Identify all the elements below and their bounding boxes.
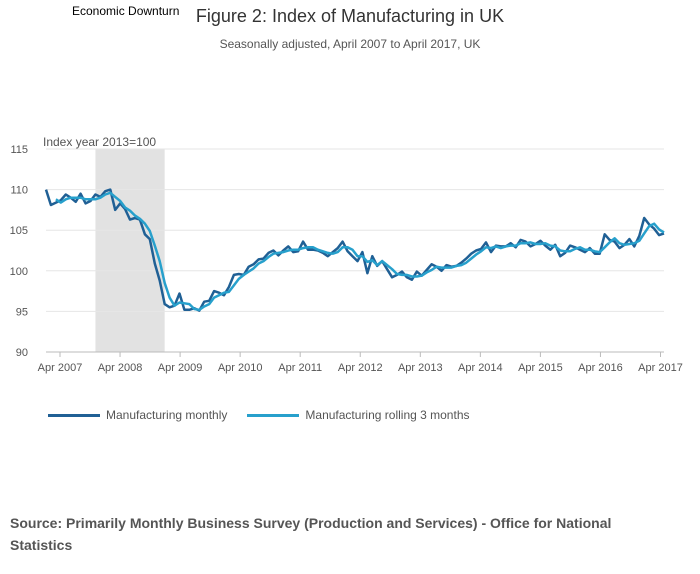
series-line-monthly	[44, 188, 665, 312]
x-tick-label-8: Apr 2015	[518, 362, 563, 374]
source-note: Source: Primarily Monthly Business Surve…	[10, 515, 612, 553]
line-chart: 90 95 100 105 110 115 Index year 2013=100 Apr 2…	[10, 135, 683, 374]
chart-subtitle: Seasonally adjusted, April 2007 to April…	[219, 37, 481, 51]
x-tick-label-2: Apr 2009	[158, 362, 203, 374]
x-tick-label-10: Apr 2017	[638, 362, 683, 374]
x-tick-label-9: Apr 2016	[578, 362, 623, 374]
shaded-region-economic-downturn	[95, 149, 165, 352]
y-tick-label-3: 105	[10, 225, 28, 237]
y-tick-label-0: 90	[16, 347, 28, 359]
x-tick-label-4: Apr 2011	[278, 362, 322, 374]
x-tick-label-5: Apr 2012	[338, 362, 383, 374]
legend-item-rolling[interactable]: Manufacturing rolling 3 months	[247, 408, 470, 422]
chart-title: Figure 2: Index of Manufacturing in UK	[195, 6, 505, 26]
annotation-economic-downturn: Economic Downturn	[72, 4, 180, 18]
y-tick-label-1: 95	[16, 306, 28, 318]
legend-item-monthly[interactable]: Manufacturing monthly	[48, 408, 227, 422]
x-tick-label-0: Apr 2007	[38, 362, 83, 374]
legend: Manufacturing monthly Manufacturing roll…	[48, 408, 470, 422]
legend-label-rolling: Manufacturing rolling 3 months	[305, 408, 470, 422]
x-tick-label-3: Apr 2010	[218, 362, 263, 374]
y-tick-label-2: 100	[10, 266, 28, 278]
y-axis-label: Index year 2013=100	[43, 135, 156, 149]
x-tick-label-6: Apr 2013	[398, 362, 443, 374]
x-tick-label-7: Apr 2014	[458, 362, 503, 374]
legend-swatch-rolling	[247, 413, 300, 417]
series-line-rolling	[55, 191, 665, 312]
y-tick-label-5: 115	[10, 144, 28, 156]
legend-label-monthly: Manufacturing monthly	[106, 408, 228, 422]
y-tick-label-4: 110	[10, 185, 28, 197]
legend-swatch-monthly	[48, 413, 100, 417]
x-tick-label-1: Apr 2008	[98, 362, 143, 374]
